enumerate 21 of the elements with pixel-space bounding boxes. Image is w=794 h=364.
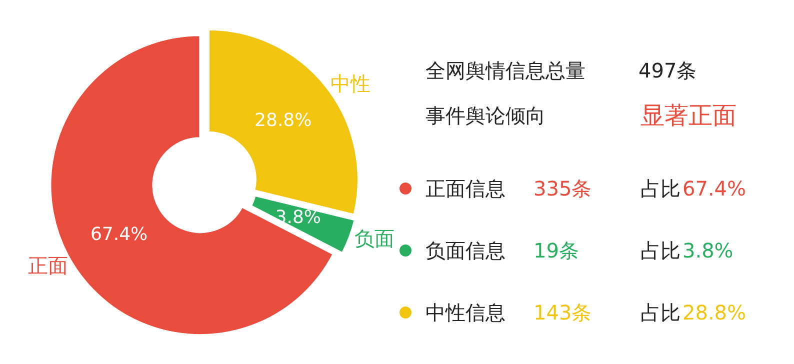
- text: 335条: [534, 176, 592, 200]
- text: 占比: [640, 300, 680, 324]
- text: 事件舆论倾向: [426, 104, 546, 128]
- text: 显著正面: [640, 102, 736, 130]
- text: 19条: [534, 238, 579, 262]
- data-label: 28.8%: [254, 110, 312, 132]
- text: 占比: [640, 238, 680, 262]
- text: 占比: [640, 176, 680, 200]
- slice-label: 中性: [330, 72, 370, 96]
- text: 3.8%: [682, 238, 734, 262]
- text: 143条: [534, 300, 592, 324]
- text: 497条: [638, 58, 697, 82]
- data-label: 67.4%: [90, 224, 148, 245]
- text: 负面信息: [426, 238, 506, 262]
- text: 正面信息: [426, 176, 506, 200]
- text: 67.4%: [682, 176, 746, 200]
- slice-label: 正面: [28, 254, 68, 278]
- text: 28.8%: [682, 300, 746, 324]
- text: 全网舆情信息总量: [426, 58, 586, 82]
- legend-label: 负面: [354, 226, 394, 251]
- text: 中性信息: [426, 300, 506, 324]
